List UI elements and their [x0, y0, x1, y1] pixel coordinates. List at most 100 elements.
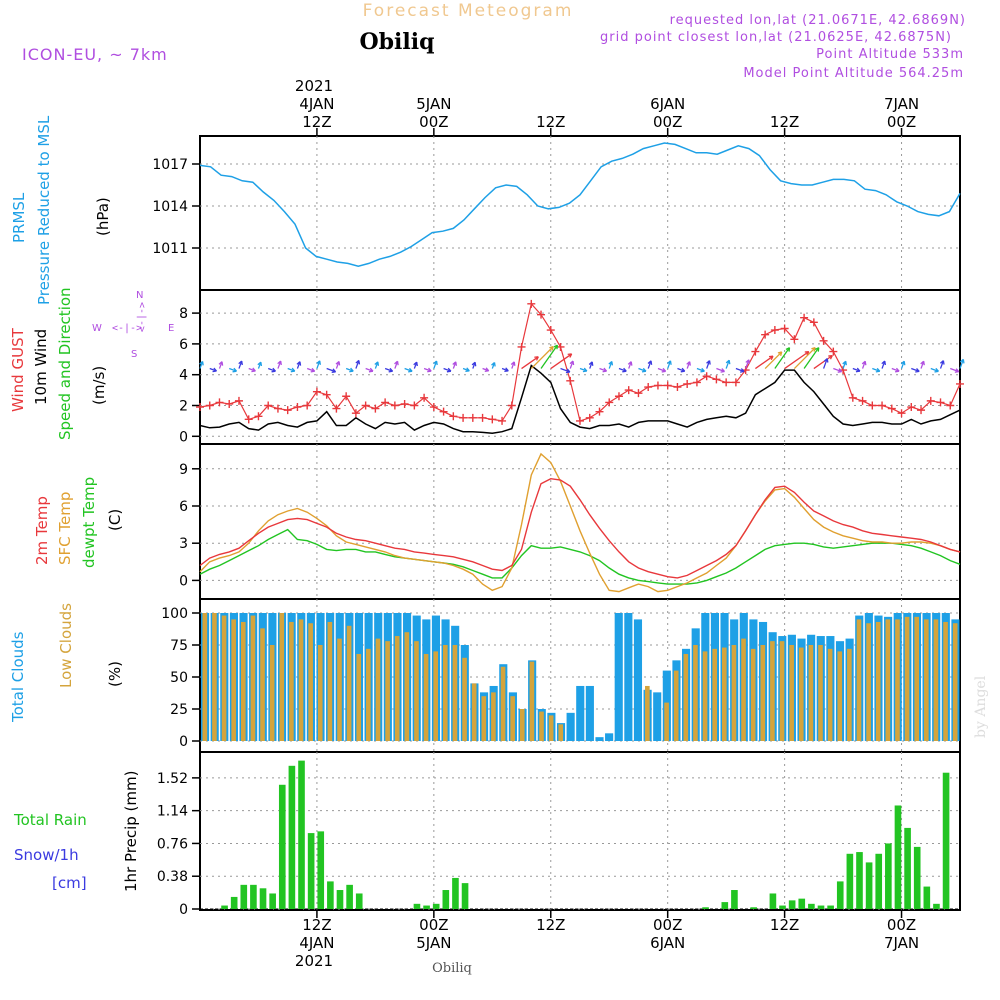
pressure-unit: (hPa): [94, 197, 112, 236]
wind-arrow-head: [408, 367, 413, 373]
panel-frame: [199, 443, 961, 600]
total-clouds-label: Total Clouds: [9, 631, 27, 723]
wind-arrow-head: [828, 354, 833, 360]
gust-marker: [644, 383, 653, 392]
wind-arrow-head: [875, 367, 881, 373]
wind-arrow-head: [881, 360, 887, 366]
footer-location: Obiliq: [432, 961, 472, 976]
low-cloud-bar: [443, 645, 448, 741]
rain-bar: [817, 905, 825, 909]
wind-arrow-head: [804, 350, 810, 356]
panels: 1011 1014 1017 0 2 4 6 8 0 3 6 9 0 25 50 75 100 0 0.38 0.76…: [152, 135, 965, 918]
low-cloud-bar: [731, 645, 737, 741]
point-altitude: Point Altitude 533m: [816, 47, 964, 62]
low-cloud-bar: [856, 619, 862, 741]
bottom-tick-hour: 12Z: [302, 916, 331, 934]
gust-marker: [371, 404, 380, 413]
gust-marker: [312, 387, 321, 396]
gust-marker: [858, 396, 867, 405]
wind-arrow-head: [777, 351, 783, 356]
rain-bar: [731, 890, 738, 909]
wind-arrow: [822, 358, 828, 369]
rain-bar: [798, 898, 806, 909]
bottom-year: 2021: [295, 952, 333, 970]
temp2m-label: 2m Temp: [33, 496, 51, 565]
wind-arrow: [939, 360, 945, 369]
y-tick-label: 25: [170, 702, 188, 718]
low-cloud-bar: [385, 641, 390, 741]
gust-marker: [507, 401, 516, 410]
wind-10m-line: [199, 364, 961, 434]
wind-arrow-head: [823, 358, 829, 363]
rain-bar: [432, 903, 440, 909]
low-cloud-bar: [212, 613, 217, 741]
bottom-tick-day: 5JAN: [416, 934, 451, 952]
gust-marker: [390, 401, 399, 410]
top-tick-day: 6JAN: [650, 95, 685, 113]
wind-arrow: [959, 359, 964, 369]
low-cloud-bar: [866, 623, 871, 741]
gust-marker: [770, 326, 779, 335]
top-tick-day: 5JAN: [416, 95, 451, 113]
y-tick-label: 6: [179, 499, 188, 515]
gust-marker: [829, 347, 838, 356]
wind-arrow-head: [232, 367, 238, 373]
low-cloud-bar: [741, 638, 746, 741]
rain-bar: [779, 905, 786, 909]
rain-bar: [298, 760, 305, 909]
low-cloud-bar: [702, 651, 708, 741]
rain-bar: [288, 765, 296, 909]
y-tick-label: 2: [179, 399, 188, 415]
y-tick-label: 75: [170, 638, 188, 654]
gust-marker: [468, 413, 477, 422]
gust-marker: [215, 398, 224, 407]
bottom-tick-hour: 12Z: [770, 916, 799, 934]
gust-marker: [800, 313, 809, 322]
low-cloud-bar: [240, 621, 246, 741]
y-tick-label: 1.14: [157, 804, 188, 820]
wind-arrow-head: [290, 367, 296, 373]
wind-arrow: [540, 344, 558, 369]
gust-marker: [917, 406, 926, 415]
low-cloud-bar: [366, 648, 371, 741]
low-cloud-bar: [760, 645, 766, 741]
wind-arrow-head: [212, 367, 218, 373]
wind-arrow-head: [394, 360, 399, 366]
y-tick-label: 1017: [152, 157, 188, 173]
gust-marker: [264, 401, 273, 410]
bottom-tick-day: 4JAN: [299, 934, 334, 952]
wind-arrow-head: [725, 359, 731, 365]
gust-marker: [556, 342, 565, 351]
wind-arrow-head: [700, 367, 705, 373]
rain-bar: [885, 843, 892, 909]
gust-marker: [244, 415, 253, 424]
low-cloud-bar: [837, 651, 843, 741]
temp2m-line: [199, 477, 961, 579]
wind-arrow: [521, 356, 539, 370]
wind-arrow-head: [641, 367, 647, 373]
wind-arrow-head: [484, 367, 490, 373]
panel-pressure: 1011 1014 1017: [152, 135, 961, 291]
wind-arrow: [764, 351, 783, 369]
rain-bar: [865, 862, 873, 909]
wind-arrow-head: [811, 347, 816, 352]
wind-arrow-head: [471, 361, 477, 367]
rain-bar: [702, 907, 709, 909]
wind-arrow-head: [355, 359, 361, 365]
gust-marker: [273, 404, 282, 413]
rain-bar: [307, 833, 315, 909]
rain-bar: [413, 903, 421, 909]
gust-marker: [897, 409, 906, 418]
gust-marker: [887, 404, 896, 413]
dewpt-label: dewpt Temp: [80, 477, 98, 568]
low-cloud-bar: [231, 619, 236, 741]
low-cloud-bar: [885, 619, 891, 741]
rain-bar: [278, 784, 286, 909]
wind-arrow-head: [413, 361, 418, 367]
wind-arrow: [706, 360, 711, 369]
low-cloud-bar: [298, 619, 304, 741]
cloud-labels: Total Clouds Low Clouds (%): [9, 603, 124, 723]
gust-marker: [429, 403, 438, 412]
wind-arrow: [667, 360, 672, 369]
